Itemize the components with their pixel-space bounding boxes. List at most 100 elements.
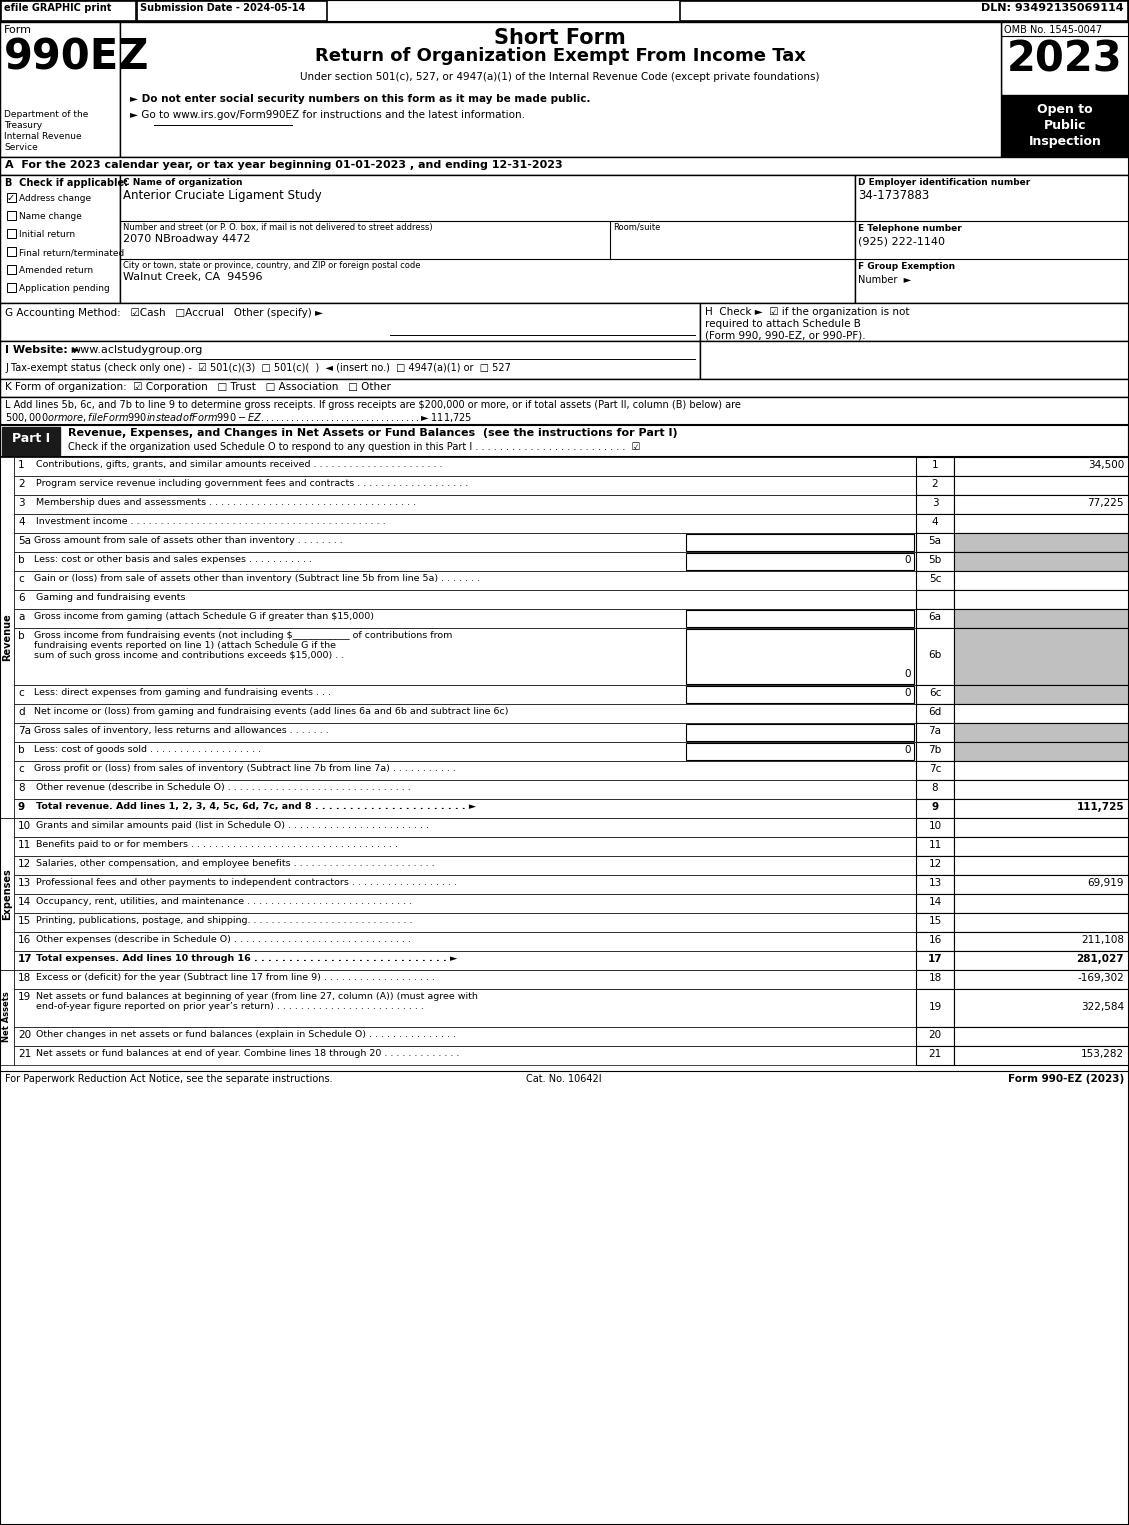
Bar [916,894,954,913]
Bar [954,817,1129,837]
Bar [954,705,1129,723]
Bar [14,952,1129,970]
Text: Part I: Part I [12,432,50,445]
Text: 281,027: 281,027 [1076,955,1124,964]
Text: 6c: 6c [929,688,942,698]
Bar [14,458,1129,476]
Bar [0,303,700,342]
Text: 34-1737883: 34-1737883 [858,189,929,201]
Text: Gross income from fundraising events (not including $____________ of contributio: Gross income from fundraising events (no… [34,631,453,640]
Text: 1: 1 [18,461,25,470]
Text: Check if the organization used Schedule O to respond to any question in this Par: Check if the organization used Schedule … [68,442,640,451]
Text: c: c [18,573,24,584]
Text: Occupancy, rent, utilities, and maintenance . . . . . . . . . . . . . . . . . . : Occupancy, rent, utilities, and maintena… [36,897,412,906]
Text: 21: 21 [18,1049,32,1058]
Text: Printing, publications, postage, and shipping. . . . . . . . . . . . . . . . . .: Printing, publications, postage, and shi… [36,917,412,926]
Text: 15: 15 [928,917,942,926]
Bar [1001,21,1129,157]
Text: 5b: 5b [928,555,942,564]
Text: c: c [18,764,24,775]
Bar [954,570,1129,590]
Text: 0: 0 [904,688,911,698]
Text: Revenue: Revenue [2,613,12,660]
Text: 7a: 7a [928,726,942,737]
Text: 111,725: 111,725 [1076,802,1124,811]
Text: D Employer identification number: D Employer identification number [858,178,1031,188]
Bar [916,1026,954,1046]
Text: Gross profit or (loss) from sales of inventory (Subtract line 7b from line 7a) .: Gross profit or (loss) from sales of inv… [34,764,456,773]
Bar [916,590,954,608]
Text: 0: 0 [904,746,911,755]
Bar [916,970,954,990]
Bar [14,723,1129,743]
Text: www.aclstudygroup.org: www.aclstudygroup.org [72,345,203,355]
Bar [14,705,1129,723]
Text: Salaries, other compensation, and employee benefits . . . . . . . . . . . . . . : Salaries, other compensation, and employ… [36,859,435,868]
Bar [0,458,14,817]
Bar [1001,95,1129,157]
Bar [916,837,954,856]
Text: Gross sales of inventory, less returns and allowances . . . . . . .: Gross sales of inventory, less returns a… [34,726,329,735]
Text: 13: 13 [18,878,32,888]
Bar [954,608,1129,628]
Bar [700,303,1129,342]
Bar [686,743,914,759]
Text: 153,282: 153,282 [1080,1049,1124,1058]
Bar [916,534,954,552]
Text: Return of Organization Exempt From Income Tax: Return of Organization Exempt From Incom… [315,47,805,66]
Text: Net Assets: Net Assets [2,991,11,1043]
Bar [954,856,1129,875]
Bar [0,380,1129,397]
Text: ► Go to www.irs.gov/Form990EZ for instructions and the latest information.: ► Go to www.irs.gov/Form990EZ for instru… [130,110,525,120]
Text: 211,108: 211,108 [1080,935,1124,945]
Bar [954,799,1129,817]
Bar [686,534,914,551]
Text: K Form of organization:  ☑ Corporation   □ Trust   □ Association   □ Other: K Form of organization: ☑ Corporation □ … [5,381,391,392]
Text: 0: 0 [904,669,911,679]
Text: Net assets or fund balances at end of year. Combine lines 18 through 20 . . . . : Net assets or fund balances at end of ye… [36,1049,460,1058]
Text: Initial return: Initial return [19,230,76,239]
Bar [14,875,1129,894]
Text: 4: 4 [931,517,938,528]
Bar [14,534,1129,552]
Text: Professional fees and other payments to independent contractors . . . . . . . . : Professional fees and other payments to … [36,878,457,888]
Bar [954,1026,1129,1046]
Text: 21: 21 [928,1049,942,1058]
Text: 34,500: 34,500 [1087,461,1124,470]
Text: b: b [18,631,25,640]
Text: 0: 0 [904,555,911,564]
Text: Total revenue. Add lines 1, 2, 3, 4, 5c, 6d, 7c, and 8 . . . . . . . . . . . . .: Total revenue. Add lines 1, 2, 3, 4, 5c,… [36,802,476,811]
Bar [14,628,1129,685]
Bar [954,932,1129,952]
Text: Number and street (or P. O. box, if mail is not delivered to street address): Number and street (or P. O. box, if mail… [123,223,432,232]
Text: L Add lines 5b, 6c, and 7b to line 9 to determine gross receipts. If gross recei: L Add lines 5b, 6c, and 7b to line 9 to … [5,400,741,410]
Text: 11: 11 [928,840,942,849]
Bar [7,210,16,220]
Bar [916,514,954,534]
Bar [14,990,1129,1026]
Text: Treasury: Treasury [5,120,42,130]
Text: c: c [18,688,24,698]
Bar [0,175,120,303]
Bar [954,458,1129,476]
Bar [954,913,1129,932]
Text: Inspection: Inspection [1029,136,1102,148]
Text: 7b: 7b [928,746,942,755]
Bar [954,534,1129,552]
Text: Address change: Address change [19,194,91,203]
Bar [14,1046,1129,1064]
Bar [14,743,1129,761]
Bar [954,761,1129,779]
Text: C Name of organization: C Name of organization [123,178,243,188]
Text: Cat. No. 10642I: Cat. No. 10642I [526,1074,602,1084]
Text: Short Form: Short Form [495,27,625,47]
Bar [0,817,14,970]
Text: 6a: 6a [928,612,942,622]
Bar [954,514,1129,534]
Bar [916,856,954,875]
Text: 5a: 5a [18,535,30,546]
Bar [954,990,1129,1026]
Text: Revenue, Expenses, and Changes in Net Assets or Fund Balances  (see the instruct: Revenue, Expenses, and Changes in Net As… [68,429,677,438]
Text: Gross amount from sale of assets other than inventory . . . . . . . .: Gross amount from sale of assets other t… [34,535,343,544]
Text: d: d [18,708,25,717]
